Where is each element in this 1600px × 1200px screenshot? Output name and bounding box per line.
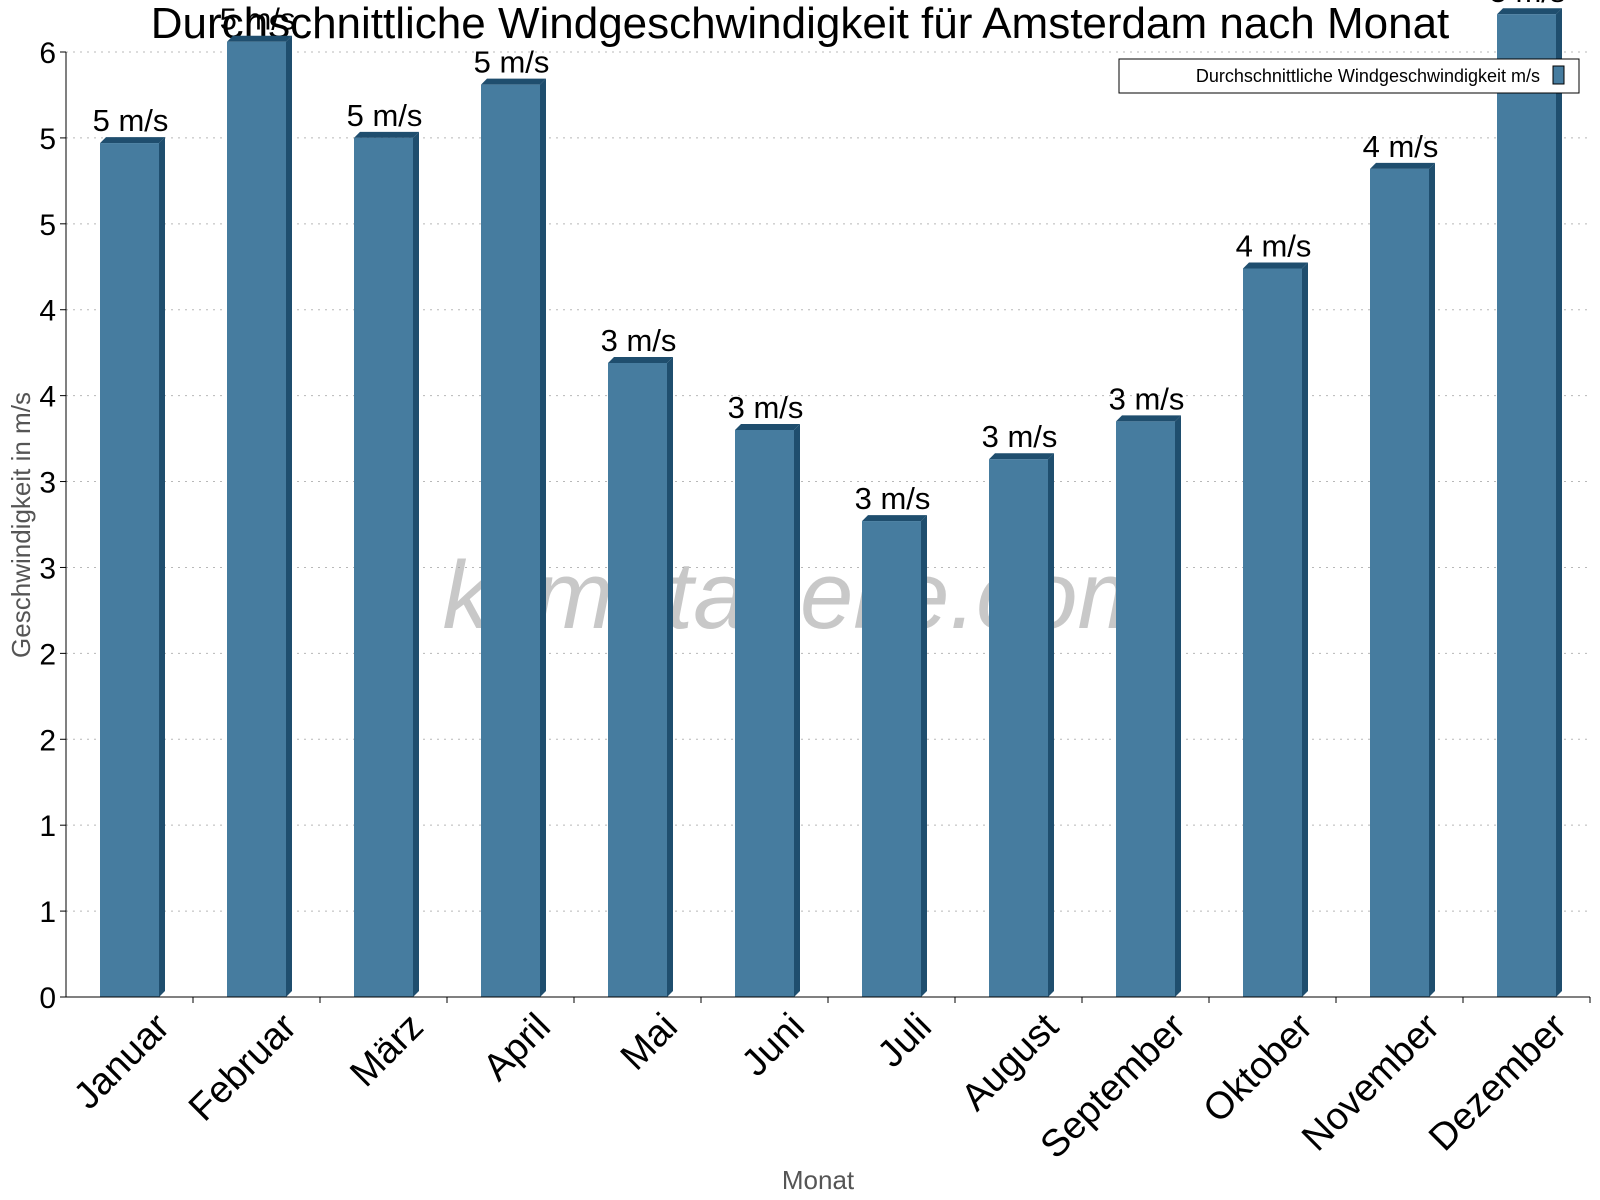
bar-front bbox=[481, 84, 540, 998]
bar-side bbox=[1429, 162, 1435, 997]
bar-front bbox=[989, 459, 1048, 997]
bar-front bbox=[100, 143, 159, 998]
bars bbox=[100, 8, 1562, 998]
gridlines bbox=[66, 51, 1590, 912]
legend-entry-label: Durchschnittliche Windgeschwindigkeit m/… bbox=[1196, 66, 1540, 86]
bar-top bbox=[227, 35, 292, 42]
data-label: 5 m/s bbox=[93, 103, 169, 138]
x-tick-label: Juli bbox=[870, 1006, 940, 1076]
chart-title: Durchschnittliche Windgeschwindigkeit fü… bbox=[151, 0, 1450, 48]
bar-side bbox=[540, 78, 546, 998]
data-label: 4 m/s bbox=[1236, 228, 1312, 263]
y-tick-label: 4 bbox=[39, 381, 56, 414]
bar bbox=[1497, 8, 1562, 997]
y-axis-label: Geschwindigkeit in m/s bbox=[6, 392, 36, 658]
bar bbox=[481, 78, 546, 998]
bar-top bbox=[989, 453, 1054, 460]
bar-top bbox=[862, 515, 927, 522]
legend: Durchschnittliche Windgeschwindigkeit m/… bbox=[1118, 58, 1580, 94]
bar-side bbox=[286, 35, 292, 997]
bar-top bbox=[1116, 415, 1181, 422]
y-tick-label: 1 bbox=[39, 896, 56, 929]
y-tick-label: 0 bbox=[39, 982, 56, 1015]
bar-side bbox=[1175, 415, 1181, 998]
y-tick-label: 5 bbox=[39, 123, 56, 156]
y-tick-label: 6 bbox=[39, 37, 56, 70]
x-tick-label: Mai bbox=[613, 1006, 686, 1079]
bar-top bbox=[735, 424, 800, 430]
bar bbox=[100, 137, 165, 998]
x-tick-label: April bbox=[475, 1006, 558, 1089]
bar-side bbox=[921, 515, 927, 997]
bar-side bbox=[159, 137, 165, 998]
data-labels: 5 m/s 5 m/s 5 m/s 5 m/s 3 m/s 3 m/s 3 m/s 3 m/s… bbox=[93, 0, 1566, 516]
bar-top bbox=[608, 356, 673, 363]
y-tick-label: 3 bbox=[39, 467, 56, 500]
legend-swatch bbox=[1552, 65, 1565, 85]
data-label: 3 m/s bbox=[728, 390, 804, 425]
x-tick-label: November bbox=[1294, 1005, 1448, 1159]
bar-side bbox=[794, 424, 800, 997]
bar bbox=[989, 453, 1054, 997]
bar-top bbox=[1497, 8, 1562, 15]
bar-side bbox=[1048, 453, 1054, 997]
bar-side bbox=[1556, 8, 1562, 997]
bar-front bbox=[227, 41, 286, 997]
y-tick-label: 1 bbox=[39, 810, 56, 843]
bar-side bbox=[667, 356, 673, 997]
y-tick-label: 2 bbox=[39, 638, 56, 671]
x-tick-label: Dezember bbox=[1421, 1005, 1575, 1159]
legend-box bbox=[1118, 58, 1580, 94]
bar bbox=[354, 131, 419, 998]
bar-side bbox=[413, 131, 419, 998]
data-label: 5 m/s bbox=[347, 98, 423, 133]
x-axis-label: Monat bbox=[782, 1165, 855, 1195]
x-tick-label: August bbox=[954, 1005, 1068, 1119]
bar-front bbox=[1243, 268, 1302, 997]
data-label: 5 m/s bbox=[474, 45, 550, 80]
bar-top bbox=[1370, 162, 1435, 169]
x-tick-label: Februar bbox=[181, 1005, 305, 1129]
data-label: 3 m/s bbox=[855, 481, 931, 516]
bar-top bbox=[354, 131, 419, 138]
bar-front bbox=[354, 137, 413, 998]
x-tick-labels: Januar Februar März April Mai Juni Juli AugustS… bbox=[66, 1005, 1575, 1166]
x-tick-label: Januar bbox=[66, 1005, 178, 1117]
bar-front bbox=[608, 362, 667, 997]
bar bbox=[862, 515, 927, 997]
bar-top bbox=[100, 137, 165, 144]
bar bbox=[1370, 162, 1435, 997]
y-tick-label: 4 bbox=[39, 295, 56, 328]
bar bbox=[1116, 415, 1181, 998]
bar-side bbox=[1302, 262, 1308, 997]
bar-front bbox=[735, 430, 794, 997]
x-tick-label: Juni bbox=[734, 1006, 813, 1085]
data-label: 5 m/s bbox=[1490, 0, 1566, 9]
data-label: 3 m/s bbox=[601, 323, 677, 358]
data-label: 5 m/s bbox=[220, 2, 296, 37]
y-tick-label: 5 bbox=[39, 209, 56, 242]
bar-front bbox=[1116, 421, 1175, 998]
bar bbox=[735, 424, 800, 997]
y-tick-label: 2 bbox=[39, 724, 56, 757]
y-tick-label: 3 bbox=[39, 552, 56, 585]
bar-front bbox=[1370, 168, 1429, 997]
x-tick-label: März bbox=[342, 1006, 431, 1095]
axes bbox=[60, 51, 1591, 1003]
data-label: 4 m/s bbox=[1363, 129, 1439, 164]
data-label: 3 m/s bbox=[982, 419, 1058, 454]
bar-top bbox=[1243, 262, 1308, 269]
y-tick-labels: 0 1 1 2 2 3 3 4 4 5 5 6 bbox=[39, 37, 56, 1015]
data-label: 3 m/s bbox=[1109, 381, 1185, 416]
bar-front bbox=[1497, 14, 1556, 997]
bar bbox=[227, 35, 292, 997]
x-tick-label: Oktober bbox=[1196, 1005, 1322, 1131]
bar bbox=[608, 356, 673, 997]
bar-top bbox=[481, 78, 546, 85]
bar-front bbox=[862, 521, 921, 997]
bar bbox=[1243, 262, 1308, 997]
